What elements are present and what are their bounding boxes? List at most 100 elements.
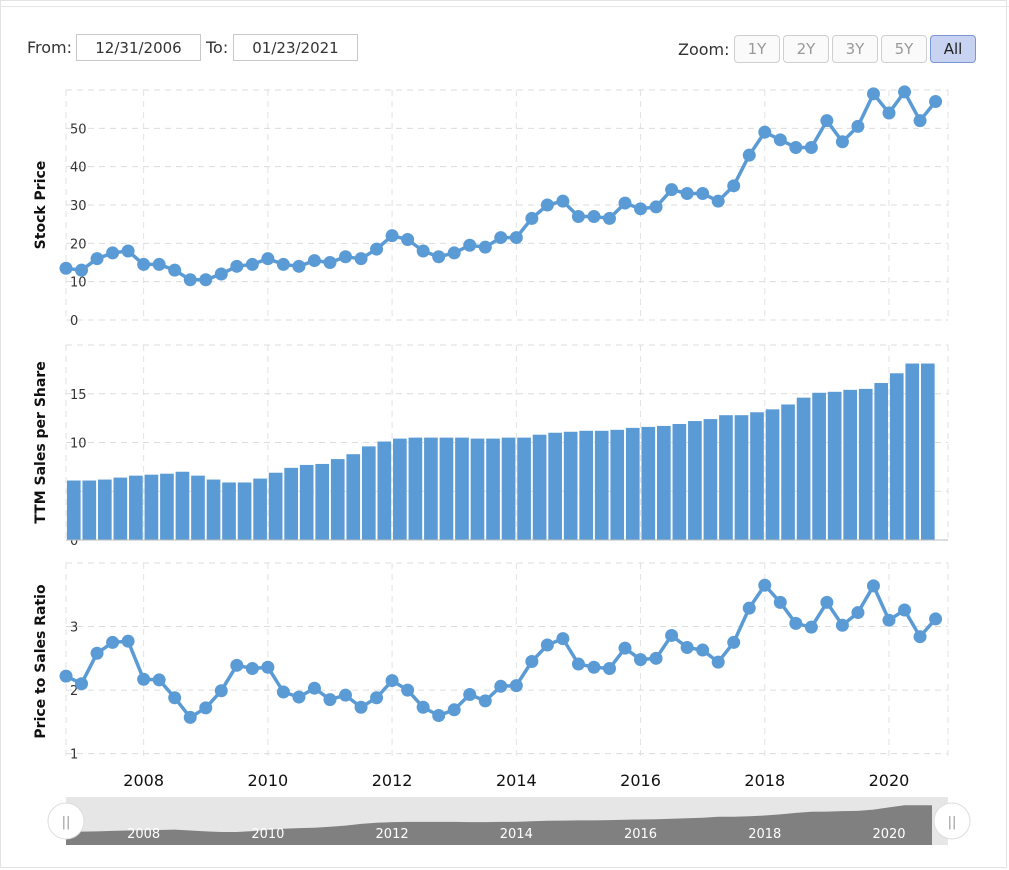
data-point[interactable] (432, 250, 446, 264)
data-point[interactable] (727, 635, 741, 649)
bar[interactable] (641, 426, 656, 540)
bar[interactable] (610, 429, 625, 540)
data-point[interactable] (851, 606, 865, 620)
data-point[interactable] (168, 263, 182, 277)
data-point[interactable] (307, 681, 321, 695)
bar[interactable] (858, 388, 873, 540)
bar[interactable] (796, 397, 811, 540)
bar[interactable] (719, 415, 733, 540)
data-point[interactable] (742, 601, 756, 615)
data-point[interactable] (913, 630, 927, 644)
data-point[interactable] (75, 677, 89, 691)
data-point[interactable] (665, 628, 679, 642)
data-point[interactable] (509, 231, 523, 245)
to-date-input[interactable] (233, 34, 358, 61)
bar[interactable] (424, 437, 438, 540)
bar[interactable] (222, 482, 236, 540)
data-point[interactable] (618, 196, 632, 210)
data-point[interactable] (587, 210, 601, 223)
bar[interactable] (160, 473, 174, 540)
data-point[interactable] (106, 246, 120, 260)
data-point[interactable] (711, 194, 725, 208)
data-point[interactable] (214, 267, 228, 281)
bar[interactable] (253, 478, 267, 540)
bar[interactable] (455, 437, 469, 540)
data-point[interactable] (385, 674, 399, 688)
bar[interactable] (532, 434, 547, 540)
data-point[interactable] (370, 242, 384, 256)
data-point[interactable] (929, 612, 943, 626)
bar[interactable] (268, 472, 283, 540)
data-point[interactable] (804, 620, 818, 634)
data-point[interactable] (835, 618, 849, 632)
data-point[interactable] (866, 579, 880, 593)
data-point[interactable] (525, 655, 539, 668)
data-point[interactable] (183, 273, 197, 287)
data-point[interactable] (121, 634, 135, 648)
data-point[interactable] (463, 238, 477, 252)
data-point[interactable] (773, 595, 787, 609)
data-point[interactable] (556, 194, 570, 208)
data-point[interactable] (354, 700, 368, 714)
bar[interactable] (812, 392, 826, 540)
data-point[interactable] (571, 210, 585, 223)
bar[interactable] (175, 471, 190, 540)
data-point[interactable] (789, 616, 803, 630)
data-point[interactable] (649, 200, 663, 214)
data-point[interactable] (90, 646, 104, 660)
zoom-1y-button[interactable]: 1Y (734, 35, 780, 63)
data-point[interactable] (696, 643, 710, 657)
handle-circle[interactable] (47, 802, 85, 840)
data-point[interactable] (59, 261, 73, 275)
data-point[interactable] (898, 85, 912, 99)
data-point[interactable] (789, 141, 803, 154)
data-point[interactable] (758, 578, 772, 592)
data-point[interactable] (494, 231, 508, 245)
data-point[interactable] (261, 660, 275, 674)
data-point[interactable] (602, 211, 616, 225)
zoom-5y-button[interactable]: 5Y (881, 35, 927, 63)
data-point[interactable] (292, 690, 306, 704)
bar[interactable] (889, 373, 904, 540)
data-point[interactable] (556, 632, 570, 646)
bar[interactable] (66, 480, 81, 540)
bar[interactable] (517, 437, 531, 540)
bar[interactable] (191, 475, 205, 540)
data-point[interactable] (385, 229, 399, 243)
data-point[interactable] (447, 246, 461, 260)
bar[interactable] (330, 459, 345, 540)
bar[interactable] (625, 427, 640, 540)
data-point[interactable] (401, 683, 415, 697)
data-point[interactable] (602, 661, 616, 675)
bar[interactable] (594, 430, 609, 540)
bar[interactable] (439, 437, 454, 540)
data-point[interactable] (804, 141, 818, 154)
data-point[interactable] (758, 125, 772, 139)
bar[interactable] (97, 479, 112, 540)
bar[interactable] (874, 383, 889, 540)
data-point[interactable] (929, 95, 943, 108)
zoom-2y-button[interactable]: 2Y (783, 35, 829, 63)
data-point[interactable] (168, 691, 182, 705)
bar[interactable] (299, 464, 314, 540)
data-point[interactable] (354, 252, 368, 266)
data-point[interactable] (882, 613, 896, 627)
data-point[interactable] (882, 106, 896, 120)
data-point[interactable] (183, 710, 197, 724)
data-point[interactable] (214, 684, 228, 698)
data-point[interactable] (913, 114, 927, 128)
data-point[interactable] (152, 257, 166, 271)
data-point[interactable] (866, 87, 880, 101)
data-point[interactable] (276, 685, 290, 699)
bar[interactable] (563, 431, 578, 540)
data-point[interactable] (59, 669, 73, 683)
data-point[interactable] (432, 709, 446, 723)
data-point[interactable] (370, 691, 384, 705)
bar[interactable] (129, 475, 143, 540)
data-point[interactable] (323, 693, 337, 707)
data-point[interactable] (463, 688, 477, 702)
bar[interactable] (377, 441, 392, 540)
data-point[interactable] (401, 233, 415, 246)
from-date-input[interactable] (76, 34, 201, 61)
data-point[interactable] (75, 263, 89, 277)
